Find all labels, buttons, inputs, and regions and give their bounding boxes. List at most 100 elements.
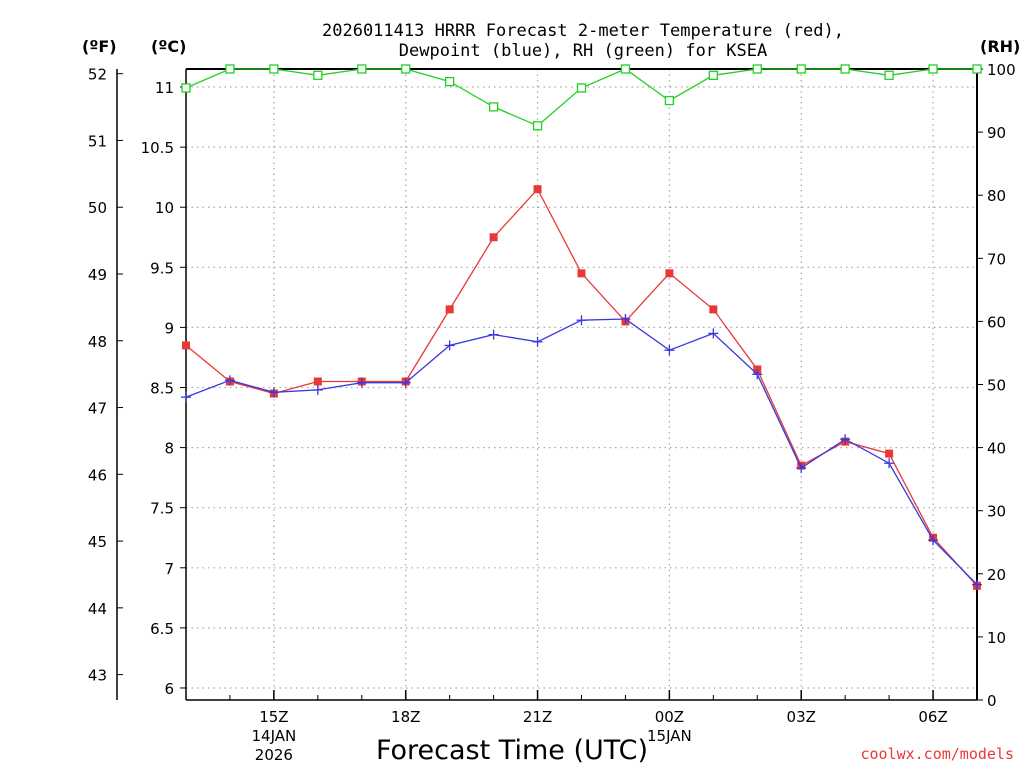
rh-point: [796, 64, 806, 74]
dewpoint-point: [356, 377, 367, 388]
dewpoint-point: [224, 375, 235, 386]
rh-point: [576, 83, 587, 93]
x-tick-label: 03Z: [787, 708, 816, 726]
rh-point: [269, 64, 279, 74]
temperature-point: [445, 305, 454, 314]
dewpoint-point: [620, 313, 631, 324]
rh-point: [620, 64, 631, 74]
dewpoint-point: [884, 458, 895, 469]
dewpoint-point: [796, 463, 807, 474]
celsius-tick-label: 9.5: [150, 259, 174, 277]
rh-tick-label: 50: [987, 377, 1006, 395]
dewpoint-point: [752, 369, 763, 380]
dewpoint-point: [708, 328, 719, 339]
temperature-point: [709, 305, 718, 314]
rh-point: [972, 64, 982, 74]
rh-line: [185, 68, 977, 127]
dewpoint-line: [185, 318, 978, 586]
chart-title-line-1: 2026011413 HRRR Forecast 2-meter Tempera…: [322, 21, 844, 41]
fahrenheit-tick-label: 45: [88, 533, 107, 551]
celsius-tick-label: 9: [164, 319, 174, 337]
fahrenheit-tick-label: 52: [88, 66, 107, 84]
x-tick-label: 06Z: [918, 708, 947, 726]
x-tick-label: 18Z: [391, 708, 420, 726]
dewpoint-point: [268, 387, 279, 398]
fahrenheit-tick-label: 51: [88, 132, 107, 150]
rh-point: [445, 76, 455, 87]
chart-title-line-2: Dewpoint (blue), RH (green) for KSEA: [399, 41, 767, 61]
rh-unit-label: (RH): [980, 37, 1020, 56]
rh-point: [181, 83, 191, 93]
celsius-tick-label: 6: [164, 680, 174, 698]
celsius-axis-ticks: 6 6.5 7 7.5 8 8.5 9 9.5 10 10.5 11: [141, 79, 186, 698]
dewpoint-point: [488, 329, 499, 340]
rh-tick-label: 20: [987, 566, 1006, 584]
rh-point: [708, 70, 718, 80]
rh-series: [181, 64, 982, 131]
rh-point: [313, 70, 323, 80]
x-tick-label: 00Z: [655, 708, 684, 726]
x-tick-label: 15Z: [259, 708, 288, 726]
rh-point: [401, 64, 411, 74]
dewpoint-point: [312, 384, 323, 395]
x-axis-label: Forecast Time (UTC): [376, 735, 648, 766]
fahrenheit-tick-label: 43: [88, 667, 107, 685]
x-tick-label: 21Z: [523, 708, 552, 726]
rh-tick-label: 100: [987, 61, 1016, 79]
fahrenheit-tick-label: 44: [88, 600, 107, 618]
dewpoint-point: [181, 392, 191, 403]
rh-tick-label: 70: [987, 250, 1006, 268]
rh-point: [532, 121, 543, 131]
rh-tick-label: 40: [987, 440, 1006, 458]
temperature-point: [489, 233, 498, 242]
grid-lines: [186, 69, 977, 700]
celsius-tick-label: 10: [155, 199, 174, 217]
series-layer: [181, 64, 982, 590]
temperature-point: [885, 449, 894, 458]
dewpoint-point: [840, 434, 851, 445]
dewpoint-point: [444, 340, 455, 351]
x-year-label: 2026: [255, 746, 293, 764]
rh-point: [357, 64, 367, 74]
dewpoint-series: [181, 313, 982, 590]
dewpoint-point: [972, 579, 982, 590]
fahrenheit-tick-label: 47: [88, 400, 107, 418]
rh-point: [928, 64, 938, 74]
x-date-label: 15JAN: [647, 727, 692, 745]
rh-point: [752, 64, 762, 74]
rh-axis-ticks: 0 10 20 30 40 50 60 70 80 90 100: [977, 61, 1016, 710]
temperature-point: [665, 269, 674, 278]
celsius-tick-label: 6.5: [150, 620, 174, 638]
celsius-tick-label: 11: [155, 79, 174, 97]
rh-point: [664, 95, 675, 106]
x-date-label: 14JAN: [252, 727, 297, 745]
rh-tick-label: 90: [987, 124, 1006, 142]
temperature-point: [533, 185, 542, 194]
rh-point: [884, 70, 894, 80]
celsius-tick-label: 7: [164, 560, 174, 578]
rh-point: [225, 64, 235, 74]
fahrenheit-axis-ticks: 43 44 45 46 47 48 49 50 51 52: [88, 66, 123, 685]
fahrenheit-tick-label: 48: [88, 333, 107, 351]
dewpoint-point: [576, 315, 587, 326]
dewpoint-point: [532, 336, 543, 347]
celsius-tick-label: 8.5: [150, 380, 174, 398]
temperature-point: [577, 269, 586, 278]
rh-tick-label: 60: [987, 313, 1006, 331]
credit-text: coolwx.com/models: [860, 745, 1014, 763]
rh-tick-label: 10: [987, 629, 1006, 647]
fahrenheit-unit-label: (ºF): [82, 37, 117, 56]
rh-point: [488, 102, 499, 112]
celsius-tick-label: 7.5: [150, 500, 174, 518]
fahrenheit-tick-label: 50: [88, 199, 107, 217]
rh-point: [840, 64, 850, 74]
rh-tick-label: 80: [987, 187, 1006, 205]
dewpoint-point: [664, 345, 675, 356]
dewpoint-point: [400, 377, 411, 388]
celsius-tick-label: 10.5: [141, 139, 174, 157]
temperature-point: [182, 341, 190, 350]
fahrenheit-tick-label: 49: [88, 266, 107, 284]
rh-tick-label: 0: [987, 692, 997, 710]
